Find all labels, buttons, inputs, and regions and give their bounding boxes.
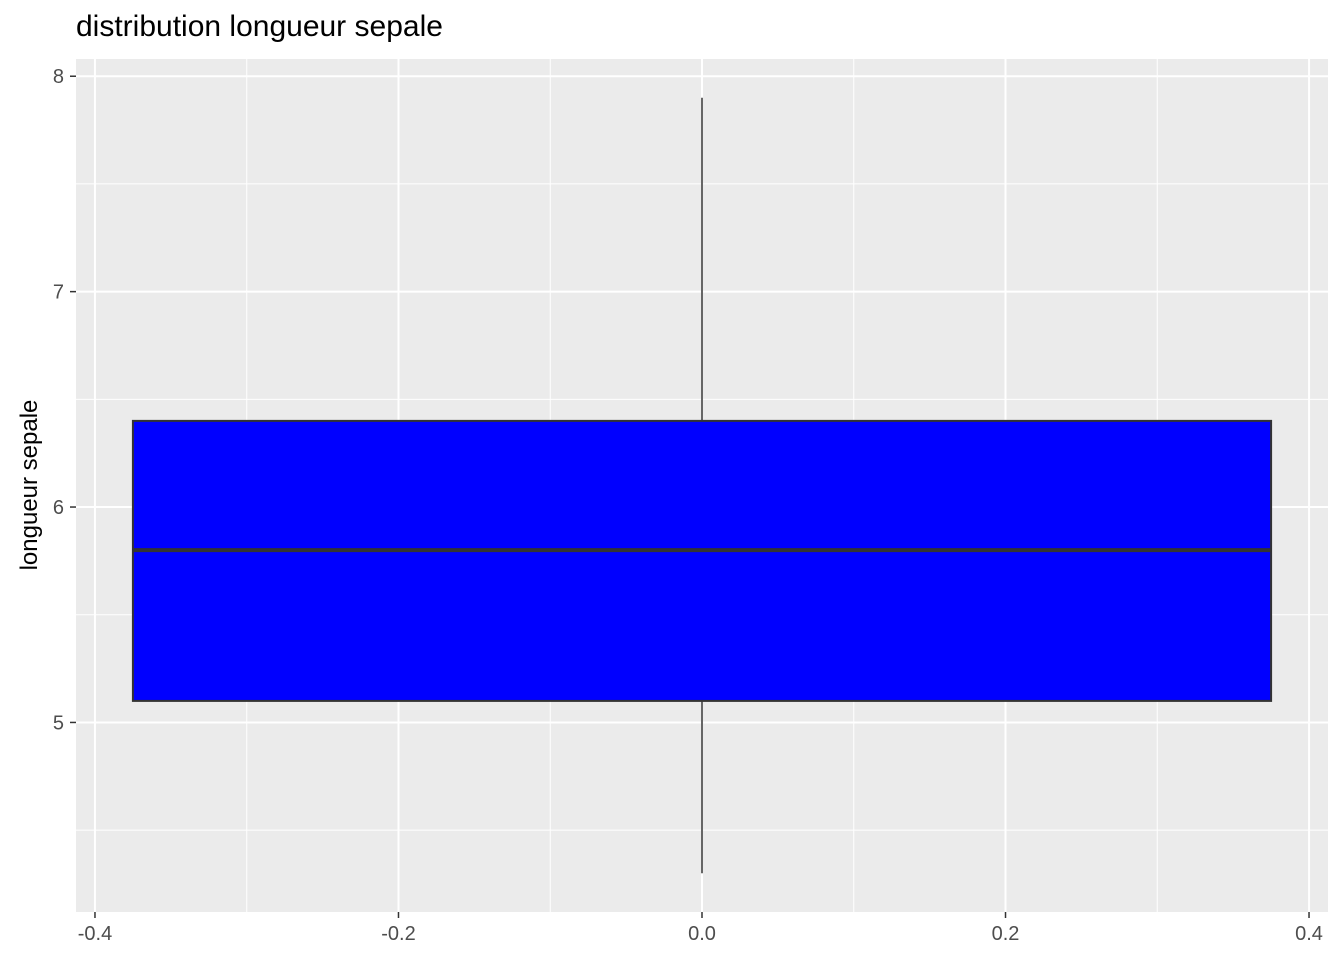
y-tick-label: 7: [53, 282, 64, 304]
x-tick-label: 0.0: [688, 923, 716, 945]
x-tick-label: 0.4: [1295, 923, 1323, 945]
x-tick-label: 0.2: [992, 923, 1020, 945]
x-tick-label: -0.2: [381, 923, 415, 945]
boxplot: [131, 97, 1273, 874]
iqr-box: [131, 419, 1273, 702]
x-axis: -0.4 -0.2 0.0 0.2 0.4: [78, 912, 1323, 945]
y-tick-label: 8: [53, 66, 64, 88]
y-axis: 5 6 7 8: [53, 66, 76, 734]
chart-title: distribution longueur sepale: [76, 10, 443, 43]
x-tick-label: -0.4: [78, 923, 112, 945]
y-tick-label: 5: [53, 712, 64, 734]
y-tick-label: 6: [53, 497, 64, 519]
